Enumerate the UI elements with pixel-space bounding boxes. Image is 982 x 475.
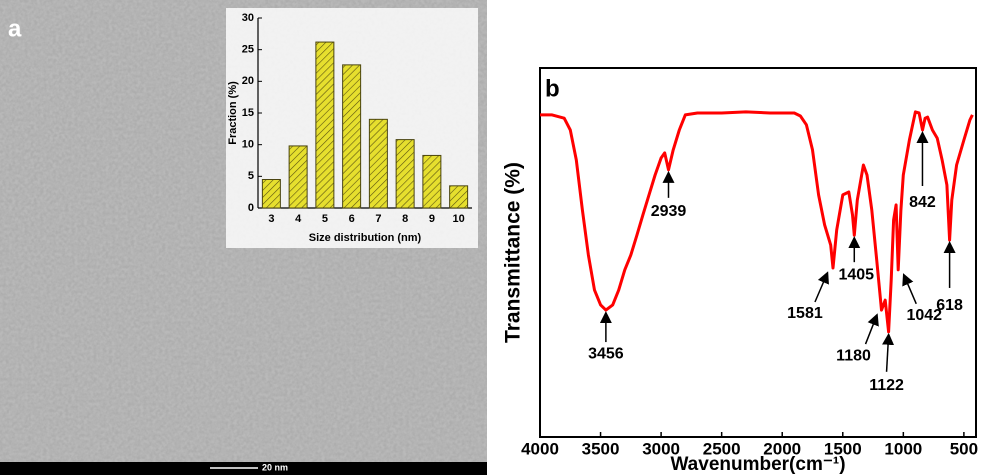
x-tick-label: 5 — [322, 213, 328, 225]
x-tick-label: 1500 — [824, 439, 862, 458]
peak-label: 1042 — [906, 307, 942, 324]
peak-label: 1405 — [838, 266, 874, 283]
x-tick-label: 3000 — [642, 439, 680, 458]
bar — [368, 118, 388, 209]
bar — [261, 179, 281, 209]
plot-frame — [539, 67, 977, 438]
x-tick-label: 7 — [375, 213, 381, 225]
y-tick-label: 10 — [242, 139, 254, 151]
x-tick-label: 3 — [268, 213, 274, 225]
peak-label: 2939 — [651, 203, 687, 220]
x-tick-label: 9 — [429, 213, 435, 225]
y-tick-label: 15 — [242, 107, 254, 119]
x-tick-label: 500 — [950, 439, 978, 458]
x-tick-label: 4000 — [521, 439, 559, 458]
peak-label: 1180 — [836, 347, 871, 364]
bar — [422, 154, 442, 209]
peak-label: 3456 — [588, 345, 624, 362]
y-tick-label: 0 — [248, 202, 254, 214]
y-tick-label: 5 — [248, 170, 254, 182]
bar — [449, 185, 469, 209]
x-tick-label: 2500 — [703, 439, 741, 458]
x-tick-label: 8 — [402, 213, 408, 225]
peak-label: 842 — [909, 194, 936, 211]
peak-label: 1122 — [869, 377, 904, 394]
peak-label: 618 — [936, 297, 963, 314]
x-axis-label: Wavenumber(cm⁻¹) — [670, 454, 845, 475]
bar — [395, 139, 415, 209]
peak-label: 1581 — [787, 305, 823, 322]
bar — [288, 145, 308, 209]
x-tick-label: 2000 — [763, 439, 801, 458]
x-tick-label: 6 — [349, 213, 355, 225]
spectrum-line — [540, 110, 974, 334]
scale-bar-label: 20 nm — [262, 462, 288, 472]
x-tick-label: 4 — [295, 213, 302, 225]
y-axis-label: Transmittance (%) — [502, 162, 525, 343]
y-tick-label: 25 — [242, 44, 254, 56]
peak-arrow — [864, 313, 879, 345]
peak-arrow — [814, 271, 829, 303]
x-tick-label: 1000 — [884, 439, 922, 458]
panel-label: b — [545, 75, 560, 102]
peak-arrow — [882, 332, 895, 372]
bar — [315, 41, 335, 209]
peak-arrow — [902, 273, 917, 305]
y-axis-label: Fraction (%) — [227, 81, 239, 145]
y-tick-label: 30 — [242, 12, 254, 24]
x-tick-label: 10 — [453, 213, 465, 225]
y-tick-label: 20 — [242, 75, 254, 87]
bar — [342, 64, 362, 209]
x-tick-label: 3500 — [582, 439, 620, 458]
x-axis-label: Size distribution (nm) — [309, 232, 422, 244]
panel-label: a — [8, 15, 22, 42]
